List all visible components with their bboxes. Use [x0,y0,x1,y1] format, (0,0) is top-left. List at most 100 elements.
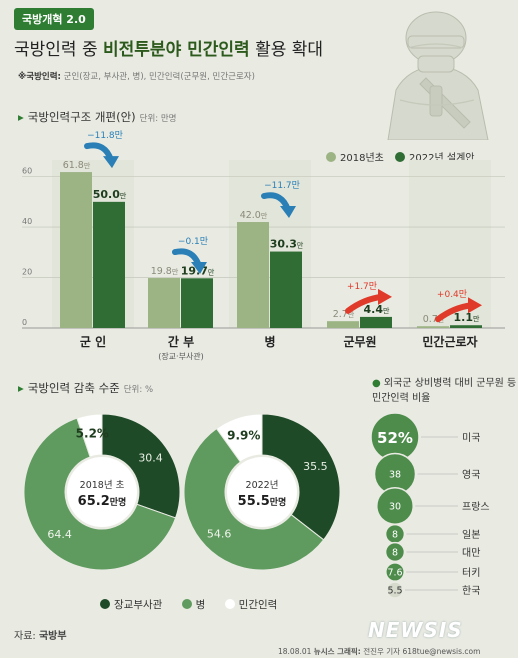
donut-value-label: 35.5 [303,460,328,473]
bar-value-label: 19.8만 [151,266,179,277]
legend-civilian: 민간인력 [238,599,278,611]
bubble-title: ● 외국군 상비병력 대비 군무원 등 민간인력 비율 [372,376,517,406]
bar-value-label: 61.8만 [63,160,91,171]
section-marker-icon: ▸ [18,381,24,395]
category-label: 간 부 [168,334,194,349]
donut-year-label: 2022년 [246,480,279,491]
donut-slice-soldier [23,417,177,571]
source-name: 국방부 [38,631,67,642]
bubble-country-label: 한국 [462,585,480,597]
section-marker-icon: ▸ [18,110,24,124]
credit-line: 18.08.01 뉴시스 그래픽: 전진우 기자 618tue@newsis.c… [278,646,480,657]
y-tick-label: 60 [22,167,32,176]
bubble-value-label: 8 [392,530,398,541]
change-label: +1.7만 [347,281,377,292]
source: 자료: 국방부 [14,627,67,642]
column-bg [409,160,491,328]
newsis-logo: NEWSIS [368,618,463,642]
bubble-value-label: 5.5 [387,586,402,597]
title-pre: 국방인력 중 [14,40,104,60]
category-label: 병 [264,334,275,349]
bubble-5 [385,562,405,582]
bubble-country-label: 영국 [462,469,480,481]
y-tick-label: 20 [22,268,32,277]
bubble-country-label: 대만 [462,547,480,559]
bubble-country-label: 프랑스 [462,501,490,513]
bubble-country-label: 미국 [462,432,480,444]
bubble-value-label: 52% [377,429,413,447]
bubble-chart: 52% 미국 38 영국 30 프랑스 8 일본 8 대만 7.6 터키 5.5 한국 [370,412,490,599]
arrow-head [378,288,392,305]
donut-center [227,457,297,527]
pie-section-title: ▸ 국방인력 감축 수준 단위: % [18,380,153,396]
bar-title: 국방인력구조 개편(안) [27,110,136,124]
bar-2018 [327,321,359,328]
legend-2018: 2018년초 [340,153,384,164]
bubble-value-label: 8 [392,548,398,559]
donut-value-label: 9.9% [227,428,260,442]
bar-value-label: 30.3만 [270,238,304,251]
credit-text: 전진우 기자 618tue@newsis.com [360,647,481,656]
change-label: +0.4만 [437,289,467,300]
donut-slice-officer [101,413,181,519]
donut-value-label: 5.2% [76,426,109,440]
category-note: (장교·부사관) [158,351,204,361]
bar-2018 [148,278,180,328]
bubble-dot-icon: ● [372,378,381,389]
donut-total-label: 65.2만명 [78,494,127,509]
donut-value-label: 30.4 [138,452,163,465]
credit-agency: 뉴시스 그래픽: [313,647,361,656]
category-label: 군 인 [80,334,106,349]
bar-unit: 단위: 만명 [139,114,177,124]
pie-title: 국방인력 감축 수준 [27,381,120,395]
bar-2022 [181,278,213,328]
donut-total-label: 55.5만명 [238,494,287,509]
legend-soldier: 병 [195,599,206,611]
legend-officer: 장교부사관 [114,599,163,611]
arrow-head [280,206,296,219]
donut-year-label: 2018년 초 [80,480,125,491]
bar-2018 [60,172,92,328]
legend-dot-soldier [181,599,192,609]
bar-2022 [270,251,302,328]
footnote: ※국방인력: 군인(장교, 부사관, 병), 민간인력(군무원, 민간근로자) [18,70,255,82]
bar-value-label: 50.0만 [93,188,127,201]
category-label: 민간근로자 [422,334,477,349]
donut-slice-civilian [215,413,263,463]
y-tick-label: 40 [22,217,32,226]
bar-section-title: ▸ 국방인력구조 개편(안) 단위: 만명 [18,109,177,125]
donut-slice-officer [261,413,341,541]
bubble-country-label: 일본 [462,529,480,541]
bar-2022 [450,325,482,328]
soldier-illustration [387,11,489,140]
note-text: 군인(장교, 부사관, 병), 민간인력(군무원, 민간근로자) [60,72,255,82]
bubble-title-text: 외국군 상비병력 대비 군무원 등 민간인력 비율 [372,378,517,404]
donut-legend: 장교부사관 병 민간인력 [100,597,293,612]
donut-slice-civilian [76,413,103,458]
bubble-value-label: 7.6 [387,568,402,579]
section-tag: 국방개혁 2.0 [14,8,94,30]
arrow-head [191,262,207,275]
bar-value-label: 4.4만 [364,303,391,316]
legend-dot-civilian [224,599,235,609]
note-label: ※국방인력: [18,72,61,82]
bubble-value-label: 38 [389,470,401,481]
bubble-4 [384,541,406,563]
bar-value-label: 42.0만 [240,210,268,221]
donut-value-label: 64.4 [47,528,72,541]
legend-2022: 2022년 설계안 [409,153,475,164]
category-label: 군무원 [343,335,376,349]
change-label: −11.7만 [264,180,300,191]
page-title: 국방인력 중 비전투분야 민간인력 활용 확대 [14,35,323,60]
bar-2018 [417,326,449,328]
donut-value-label: 54.6 [207,527,232,540]
donut-slice-soldier [183,427,325,571]
bar-value-label: 1.1만 [454,311,481,324]
arrow-head [468,297,482,314]
title-bold: 비전투분야 민간인력 [103,40,250,60]
bubble-6 [386,581,404,599]
title-post: 활용 확대 [249,40,324,60]
bar-2018 [237,222,269,328]
bubble-country-label: 터키 [462,567,480,579]
